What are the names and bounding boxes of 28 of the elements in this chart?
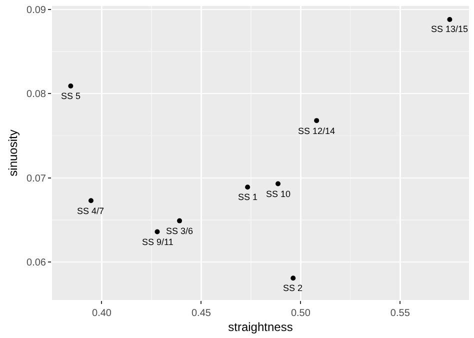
point — [290, 276, 296, 281]
annotation: SS 12/14 — [298, 126, 336, 136]
x-tick-label: 0.40 — [92, 308, 112, 319]
annotation: SS 1 — [238, 192, 258, 202]
annotation: SS 3/6 — [166, 226, 194, 236]
x-axis-title: straightness — [228, 320, 293, 334]
y-tick-label: 0.07 — [26, 173, 46, 184]
point — [177, 218, 182, 224]
x-tick-label: 0.55 — [390, 308, 410, 319]
point — [447, 16, 452, 22]
point — [276, 181, 281, 186]
x-tick-label: 0.50 — [290, 308, 311, 319]
x-tick-label: 0.45 — [191, 308, 212, 319]
annotation: SS 10 — [266, 189, 291, 199]
point — [88, 198, 94, 204]
point — [154, 229, 160, 234]
y-tick-label: 0.08 — [26, 89, 46, 100]
y-axis-title: sinuosity — [6, 130, 20, 176]
y-tick-label: 0.09 — [26, 4, 46, 16]
point — [245, 184, 250, 190]
annotation: SS 5 — [61, 91, 81, 101]
annotation: SS 4/7 — [77, 206, 104, 216]
annotation: SS 2 — [283, 283, 303, 293]
y-tick-label: 0.06 — [26, 258, 46, 269]
point — [314, 118, 320, 124]
point — [68, 84, 74, 89]
annotation: SS 9/11 — [142, 237, 174, 247]
annotation: SS 13/15 — [431, 24, 468, 34]
